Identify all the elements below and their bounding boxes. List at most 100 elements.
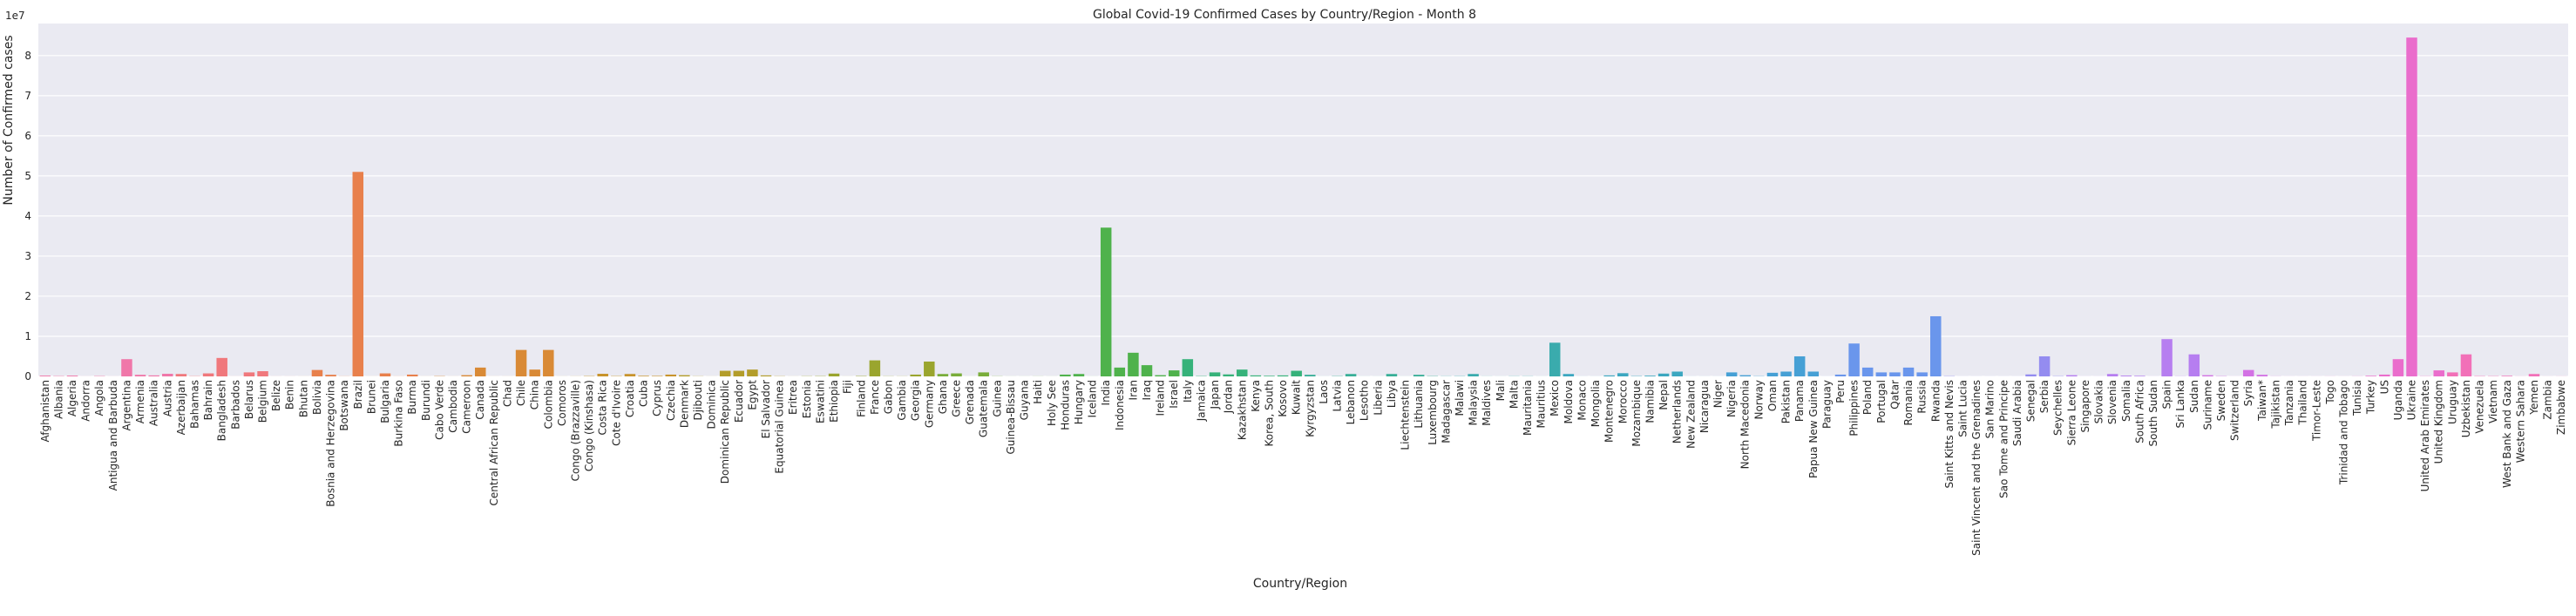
y-tick-label: 5	[24, 170, 31, 182]
bar-france	[870, 361, 880, 376]
x-tick-label: Madagascar	[1440, 380, 1452, 443]
x-tick-label: Netherlands	[1671, 380, 1684, 443]
x-tick-label: Niger	[1712, 380, 1725, 408]
x-tick-label: Suriname	[2201, 380, 2213, 430]
bar-jordan	[1223, 375, 1233, 376]
x-tick-label: Albania	[52, 380, 64, 419]
x-tick-label: Estonia	[801, 380, 813, 418]
x-tick-label: Ghana	[937, 380, 949, 414]
x-tick-label: Liberia	[1372, 380, 1384, 416]
bar-slovenia	[2107, 374, 2118, 376]
bar-burma	[407, 375, 417, 376]
x-tick-label: Tajikistan	[2269, 380, 2281, 430]
x-tick-label: Angola	[93, 380, 105, 416]
x-tick-label: Chad	[501, 380, 513, 407]
x-tick-label: Greece	[951, 380, 963, 417]
bar-syria	[2243, 370, 2254, 376]
x-tick-label: Iraq	[1141, 380, 1153, 400]
x-tick-label: Equatorial Guinea	[774, 380, 786, 474]
bar-iraq	[1142, 365, 1152, 376]
x-tick-label: Pakistan	[1780, 380, 1793, 423]
x-tick-label: Bhutan	[297, 380, 309, 417]
x-tick-label: Switzerland	[2229, 380, 2241, 441]
x-tick-label: Canada	[474, 380, 486, 420]
x-tick-label: Tanzania	[2283, 380, 2295, 426]
bar-bolivia	[312, 370, 322, 376]
x-tick-label: Uruguay	[2446, 380, 2458, 424]
x-tick-label: Kazakhstan	[1236, 380, 1248, 440]
x-tick-label: Ireland	[1155, 380, 1167, 416]
x-tick-label: Austria	[161, 380, 173, 416]
x-tick-label: Maldives	[1481, 380, 1493, 426]
x-tick-label: Kosovo	[1277, 380, 1289, 417]
bar-czechia	[666, 375, 676, 376]
x-tick-label: Zimbabwe	[2555, 380, 2567, 435]
x-tick-label: Saint Lucia	[1956, 380, 1969, 437]
x-tick-label: Sudan	[2188, 380, 2200, 413]
x-tick-label: Cameroon	[461, 380, 473, 434]
bar-nigeria	[1726, 372, 1737, 376]
y-tick-label: 2	[24, 290, 31, 302]
bar-rwanda	[1930, 316, 1941, 376]
x-tick-label: Nigeria	[1725, 380, 1738, 417]
x-tick-label: Egypt	[746, 380, 758, 410]
x-tick-label: Iceland	[1087, 380, 1099, 417]
x-tick-label: Seychelles	[2052, 380, 2064, 436]
x-tick-label: Uzbekistan	[2460, 380, 2472, 437]
bar-oman	[1767, 373, 1778, 376]
x-tick-label: Saudi Arabia	[2011, 380, 2024, 446]
x-tick-label: Germany	[923, 380, 935, 428]
x-tick-label: Belize	[270, 380, 282, 411]
x-tick-label: Bosnia and Herzegovina	[325, 380, 337, 507]
x-tick-label: Brazil	[352, 380, 364, 410]
bar-ghana	[938, 374, 948, 376]
x-tick-label: China	[529, 380, 541, 410]
x-tick-label: Korea, South	[1263, 380, 1275, 447]
bar-morocco	[1617, 373, 1628, 376]
x-tick-label: Argentina	[120, 380, 132, 431]
x-tick-label: Guatemala	[978, 380, 990, 437]
x-tick-label: Montenegro	[1603, 380, 1616, 443]
x-tick-label: Sao Tome and Principe	[1997, 380, 2010, 498]
x-tick-label: Bulgaria	[379, 380, 391, 423]
bar-belgium	[257, 371, 268, 376]
x-tick-label: Lithuania	[1413, 380, 1425, 429]
x-tick-label: South Africa	[2133, 380, 2146, 443]
bar-colombia	[543, 350, 553, 376]
bar-nepal	[1658, 374, 1669, 376]
y-tick-label: 7	[24, 90, 31, 102]
x-tick-label: Mauritius	[1535, 380, 1548, 428]
x-tick-label: Liechtenstein	[1400, 380, 1412, 450]
x-tick-label: Iran	[1127, 380, 1139, 400]
x-tick-label: Comoros	[556, 380, 568, 426]
x-tick-label: Benin	[284, 380, 296, 410]
bar-ecuador	[734, 371, 744, 376]
plot-area	[38, 24, 2568, 376]
x-tick-label: Monaco	[1576, 380, 1588, 421]
bar-iran	[1128, 353, 1138, 376]
x-tick-label: Slovakia	[2093, 380, 2105, 423]
bar-panama	[1794, 356, 1805, 376]
x-tick-label: Togo	[2324, 380, 2336, 405]
bar-italy	[1183, 359, 1193, 376]
x-tick-label: San Marino	[1984, 380, 1996, 438]
x-tick-label: Moldova	[1563, 380, 1575, 423]
bar-kuwait	[1291, 371, 1301, 376]
bar-peru	[1835, 375, 1846, 376]
x-tick-label: Bahrain	[202, 380, 214, 420]
y-tick-label: 4	[24, 210, 31, 222]
bar-dominican-republic	[720, 371, 730, 376]
x-tick-label: Colombia	[542, 380, 554, 429]
x-tick-label: Vietnam	[2487, 380, 2499, 423]
bar-kyrgyzstan	[1305, 375, 1315, 376]
bar-senegal	[2025, 375, 2036, 376]
bar-mexico	[1549, 342, 1560, 376]
x-tick-label: Slovenia	[2106, 380, 2118, 424]
bar-belarus	[244, 372, 254, 376]
x-tick-label: Belgium	[257, 380, 269, 423]
bar-chile	[516, 350, 526, 376]
x-tick-label: Croatia	[624, 380, 636, 417]
bar-sudan	[2189, 355, 2200, 376]
x-tick-label: United Arab Emirates	[2419, 380, 2431, 491]
